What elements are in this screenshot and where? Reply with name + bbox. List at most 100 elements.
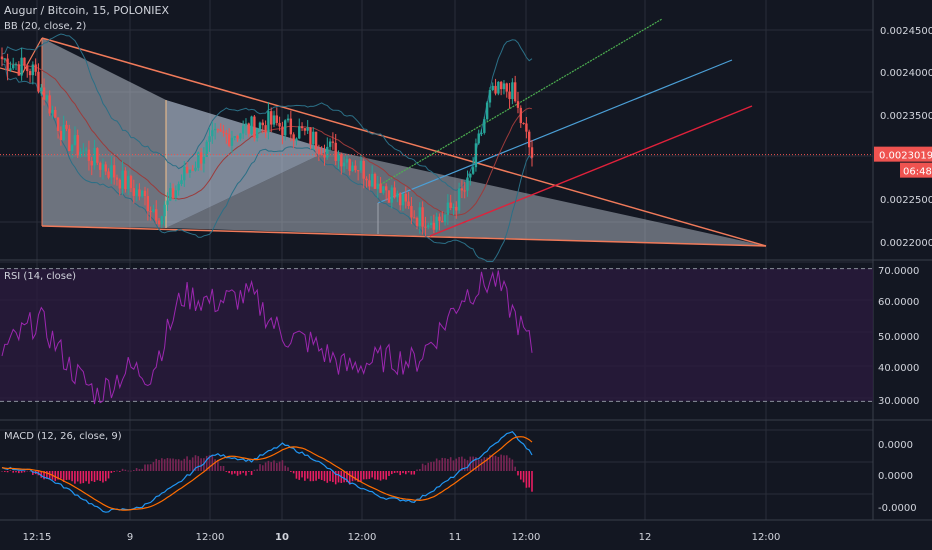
candle-body-25 xyxy=(70,145,74,151)
candle-body-129 xyxy=(362,160,365,179)
candle-body-105 xyxy=(295,138,298,141)
candle-body-159 xyxy=(446,202,450,215)
macd-hist-180 xyxy=(505,455,508,471)
macd-hist-46 xyxy=(130,470,132,472)
macd-tick-2: -0.0000 xyxy=(878,503,917,514)
candle-body-6 xyxy=(17,64,21,76)
macd-hist-44 xyxy=(124,469,127,471)
macd-hist-77 xyxy=(217,459,219,471)
rsi-line xyxy=(1,270,533,405)
candle-body-50 xyxy=(141,190,144,197)
macd-hist-17 xyxy=(48,471,51,479)
macd-line xyxy=(1,430,533,513)
macd-hist-91 xyxy=(256,469,258,471)
candle-body-82 xyxy=(230,137,234,146)
macd-hist-24 xyxy=(68,471,71,480)
candle-body-172 xyxy=(483,119,486,133)
macd-hist-122 xyxy=(343,471,345,483)
candle-body-86 xyxy=(241,125,245,134)
time-label-8: 12:00 xyxy=(752,532,781,543)
candle-body-110 xyxy=(309,127,312,145)
candle-body-174 xyxy=(488,90,492,103)
macd-hist-9 xyxy=(26,470,29,472)
macd-hist-56 xyxy=(158,460,160,471)
macd-hist-69 xyxy=(194,455,197,471)
macd-hist-67 xyxy=(189,459,191,471)
candle-body-46 xyxy=(129,176,133,189)
macd-hist-119 xyxy=(334,471,337,485)
candle-body-170 xyxy=(477,133,480,144)
macd-hist-174 xyxy=(489,454,491,471)
candle-body-132 xyxy=(370,173,374,187)
rsi-tick-3: 40.0000 xyxy=(878,363,919,374)
macd-hist-149 xyxy=(419,468,421,471)
candle-body-112 xyxy=(314,131,318,150)
candle-body-143 xyxy=(401,193,405,206)
macd-hist-7 xyxy=(20,471,23,473)
macd-hist-22 xyxy=(62,471,65,482)
candle-body-1 xyxy=(3,58,7,60)
macd-hist-132 xyxy=(371,471,373,478)
candle-body-183 xyxy=(513,82,517,102)
candle-body-181 xyxy=(508,91,511,100)
rsi-legend-label: RSI (14, close) xyxy=(4,271,76,282)
macd-hist-63 xyxy=(177,459,180,471)
candle-body-124 xyxy=(348,159,351,171)
macd-hist-60 xyxy=(169,458,172,471)
candle-body-184 xyxy=(516,101,520,108)
rsi-tick-2: 50.0000 xyxy=(878,332,919,343)
candle-body-185 xyxy=(519,107,522,124)
macd-hist-79 xyxy=(222,465,225,471)
candle-body-121 xyxy=(340,154,343,167)
candle-body-138 xyxy=(387,190,391,203)
candle-body-101 xyxy=(284,120,287,136)
candle-body-153 xyxy=(429,222,433,226)
macd-hist-94 xyxy=(264,462,267,471)
candle-body-68 xyxy=(191,169,194,171)
macd-hist-187 xyxy=(525,471,528,488)
macd-tick-0: 0.0000 xyxy=(878,440,913,451)
candle-body-131 xyxy=(368,180,371,187)
macd-hist-146 xyxy=(410,471,413,475)
candle-body-103 xyxy=(289,118,293,135)
candle-body-168 xyxy=(471,167,475,174)
candle-body-53 xyxy=(149,211,152,213)
macd-hist-95 xyxy=(267,460,270,471)
candle-body-2 xyxy=(6,58,9,71)
macd-hist-153 xyxy=(430,461,432,471)
macd-hist-32 xyxy=(90,471,93,482)
candle-body-142 xyxy=(399,193,402,206)
macd-hist-123 xyxy=(346,471,348,483)
candle-body-49 xyxy=(138,189,141,197)
triangle-shape-right xyxy=(166,150,766,246)
candle-body-109 xyxy=(306,127,309,131)
macd-hist-113 xyxy=(318,471,320,479)
macd-hist-58 xyxy=(163,459,166,471)
candle-body-48 xyxy=(135,189,138,196)
channel-lower-line xyxy=(429,105,753,237)
candle-body-16 xyxy=(45,95,49,100)
candle-body-3 xyxy=(9,68,12,71)
macd-hist-15 xyxy=(43,471,45,480)
macd-hist-185 xyxy=(519,471,522,480)
macd-hist-142 xyxy=(399,471,402,476)
macd-hist-6 xyxy=(18,471,20,474)
macd-hist-75 xyxy=(211,455,214,471)
rsi-tick-0: 70.0000 xyxy=(878,266,919,277)
candle-body-43 xyxy=(121,170,124,189)
macd-hist-61 xyxy=(172,458,174,471)
macd-hist-74 xyxy=(208,455,211,471)
macd-legend-label: MACD (12, 26, close, 9) xyxy=(4,431,122,442)
candle-body-123 xyxy=(345,159,349,163)
candle-body-5 xyxy=(14,64,18,66)
macd-hist-45 xyxy=(127,470,129,472)
candle-body-27 xyxy=(76,135,79,156)
macd-hist-141 xyxy=(396,471,399,473)
macd-hist-43 xyxy=(121,468,124,471)
candle-body-79 xyxy=(222,131,225,133)
macd-hist-55 xyxy=(155,458,158,471)
candle-body-118 xyxy=(331,141,335,143)
macd-hist-14 xyxy=(40,471,43,478)
